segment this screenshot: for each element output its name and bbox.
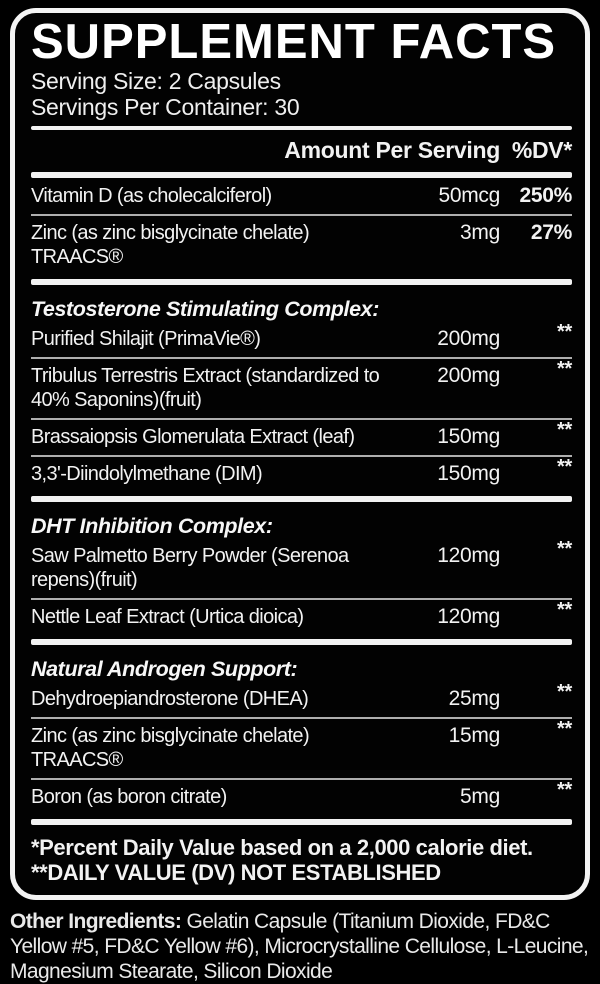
other-ingredients: Other Ingredients: Gelatin Capsule (Tita… [10,909,592,984]
ingredient-dv: ** [557,357,572,380]
ingredient-amount: 25mg [448,686,501,710]
ingredient-row: 3,3'-Diindolylmethane (DIM) 150mg ** [31,455,572,492]
ingredient-dv: ** [557,320,572,343]
ingredient-dv: ** [557,598,572,621]
section-divider [31,125,572,130]
ingredient-dv: ** [557,680,572,703]
row-divider [31,597,572,600]
androgen-support-section: Natural Androgen Support: Dehydroepiandr… [31,650,572,815]
ingredient-amount: 120mg [437,543,500,567]
label-background: SUPPLEMENT FACTS Serving Size: 2 Capsule… [0,8,600,983]
ingredient-dv: ** [557,537,572,560]
ingredient-amount: 15mg [448,723,501,747]
section-divider [31,278,572,285]
row-divider [31,716,572,719]
nutrients-section: Vitamin D (as cholecalciferol) 50mcg 250… [31,183,572,275]
ingredient-amount: 3mg [460,220,500,244]
ingredient-dv: ** [557,455,572,478]
ingredient-name: Tribulus Terrestris Extract (standardize… [31,364,380,411]
ingredient-row: Brassaiopsis Glomerulata Extract (leaf) … [31,418,572,455]
ingredient-name: 3,3'-Diindolylmethane (DIM) [31,462,263,485]
column-header-row: Amount Per Serving %DV* [31,134,572,168]
servings-per-container: Servings Per Container: 30 [31,93,300,120]
ingredient-name: Dehydroepiandrosterone (DHEA) [31,687,309,710]
section-divider [31,495,572,502]
ingredient-dv: 250% [519,183,572,207]
row-divider [31,454,572,457]
supplement-facts-panel: SUPPLEMENT FACTS Serving Size: 2 Capsule… [10,8,590,900]
ingredient-row: Saw Palmetto Berry Powder (Serenoa repen… [31,537,572,598]
ingredient-dv: 27% [530,220,572,244]
testosterone-complex-section: Testosterone Stimulating Complex: Purifi… [31,290,572,492]
serving-size: Serving Size: 2 Capsules [31,67,281,94]
ingredient-row: Nettle Leaf Extract (Urtica dioica) 120m… [31,598,572,635]
facts-title: SUPPLEMENT FACTS [31,15,557,69]
ingredient-dv: ** [557,418,572,441]
section-heading: Testosterone Stimulating Complex: [31,296,379,321]
row-divider [31,417,572,420]
section-divider [31,818,572,825]
ingredient-row: Purified Shilajit (PrimaVie®) 200mg ** [31,320,572,357]
section-heading: DHT Inhibition Complex: [31,513,273,538]
ingredient-row: Zinc (as zinc bisglycinate chelate) TRAA… [31,216,572,275]
footnotes: *Percent Daily Value based on a 2,000 ca… [31,830,572,885]
column-header-dv: %DV* [511,136,572,163]
section-divider [31,171,572,178]
footnote-dv-not-established: **DAILY VALUE (DV) NOT ESTABLISHED [31,859,441,885]
other-ingredients-label: Other Ingredients: [10,909,182,933]
ingredient-row: Vitamin D (as cholecalciferol) 50mcg 250… [31,183,572,214]
ingredient-name: Saw Palmetto Berry Powder (Serenoa repen… [31,544,349,591]
ingredient-name: Brassaiopsis Glomerulata Extract (leaf) [31,425,355,448]
ingredient-amount: 150mg [437,424,500,448]
ingredient-name: Zinc (as zinc bisglycinate chelate) TRAA… [31,724,310,771]
ingredient-name: Nettle Leaf Extract (Urtica dioica) [31,605,304,628]
ingredient-amount: 50mcg [438,183,500,207]
row-divider [31,213,572,216]
ingredient-dv: ** [557,717,572,740]
ingredient-name: Zinc (as zinc bisglycinate chelate) TRAA… [31,221,310,268]
ingredient-row: Dehydroepiandrosterone (DHEA) 25mg ** [31,680,572,717]
ingredient-amount: 150mg [437,461,500,485]
section-divider [31,638,572,645]
section-heading: Natural Androgen Support: [31,656,298,681]
ingredient-amount: 5mg [460,784,500,808]
ingredient-name: Boron (as boron citrate) [31,785,227,808]
ingredient-row: Boron (as boron citrate) 5mg ** [31,778,572,815]
ingredient-amount: 120mg [437,604,500,628]
dht-complex-section: DHT Inhibition Complex: Saw Palmetto Ber… [31,507,572,635]
ingredient-amount: 200mg [437,363,500,387]
ingredient-name: Vitamin D (as cholecalciferol) [31,184,272,207]
ingredient-amount: 200mg [437,326,500,350]
ingredient-row: Tribulus Terrestris Extract (standardize… [31,357,572,418]
ingredient-row: Zinc (as zinc bisglycinate chelate) TRAA… [31,717,572,778]
ingredient-name: Purified Shilajit (PrimaVie®) [31,327,261,350]
column-header-amount: Amount Per Serving [284,136,500,163]
footnote-dv-basis: *Percent Daily Value based on a 2,000 ca… [31,834,533,860]
row-divider [31,356,572,359]
ingredient-dv: ** [557,778,572,801]
row-divider [31,777,572,780]
